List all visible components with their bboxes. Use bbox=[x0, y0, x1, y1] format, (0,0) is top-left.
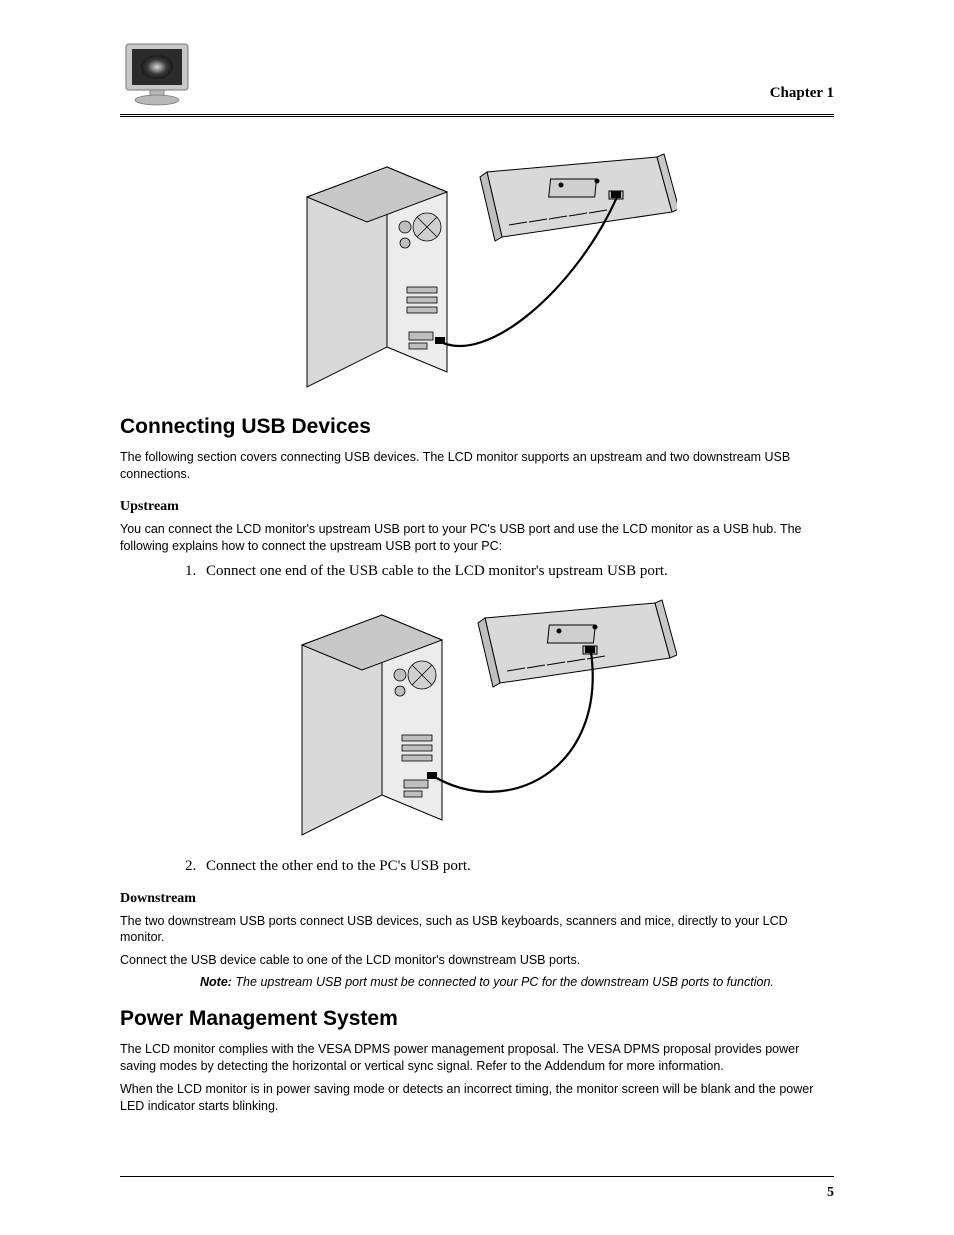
figure-pc-monitor-1 bbox=[120, 137, 834, 397]
usb-intro: The following section covers connecting … bbox=[120, 449, 834, 483]
downstream-instruction: Connect the USB device cable to one of t… bbox=[120, 952, 834, 969]
note-text: The upstream USB port must be connected … bbox=[232, 975, 774, 989]
upstream-heading: Upstream bbox=[120, 499, 834, 515]
note: Note: The upstream USB port must be conn… bbox=[200, 975, 834, 989]
monitor-icon bbox=[120, 40, 200, 110]
section-title-usb: Connecting USB Devices bbox=[120, 415, 834, 439]
downstream-para: The two downstream USB ports connect USB… bbox=[120, 913, 834, 947]
page-header: Chapter 1 bbox=[120, 40, 834, 117]
chapter-label: Chapter 1 bbox=[770, 85, 834, 110]
step-1: Connect one end of the USB cable to the … bbox=[200, 563, 834, 580]
page-number: 5 bbox=[827, 1185, 834, 1201]
step-2: Connect the other end to the PC's USB po… bbox=[200, 858, 834, 875]
downstream-heading: Downstream bbox=[120, 891, 834, 907]
note-label: Note: bbox=[200, 975, 232, 989]
figure-pc-monitor-2 bbox=[120, 590, 834, 840]
section-title-power: Power Management System bbox=[120, 1007, 834, 1031]
power-para-2: When the LCD monitor is in power saving … bbox=[120, 1081, 834, 1115]
upstream-para: You can connect the LCD monitor's upstre… bbox=[120, 521, 834, 555]
footer-rule bbox=[120, 1176, 834, 1177]
power-para-1: The LCD monitor complies with the VESA D… bbox=[120, 1041, 834, 1075]
upstream-steps-cont: Connect the other end to the PC's USB po… bbox=[180, 858, 834, 875]
upstream-steps: Connect one end of the USB cable to the … bbox=[180, 563, 834, 580]
